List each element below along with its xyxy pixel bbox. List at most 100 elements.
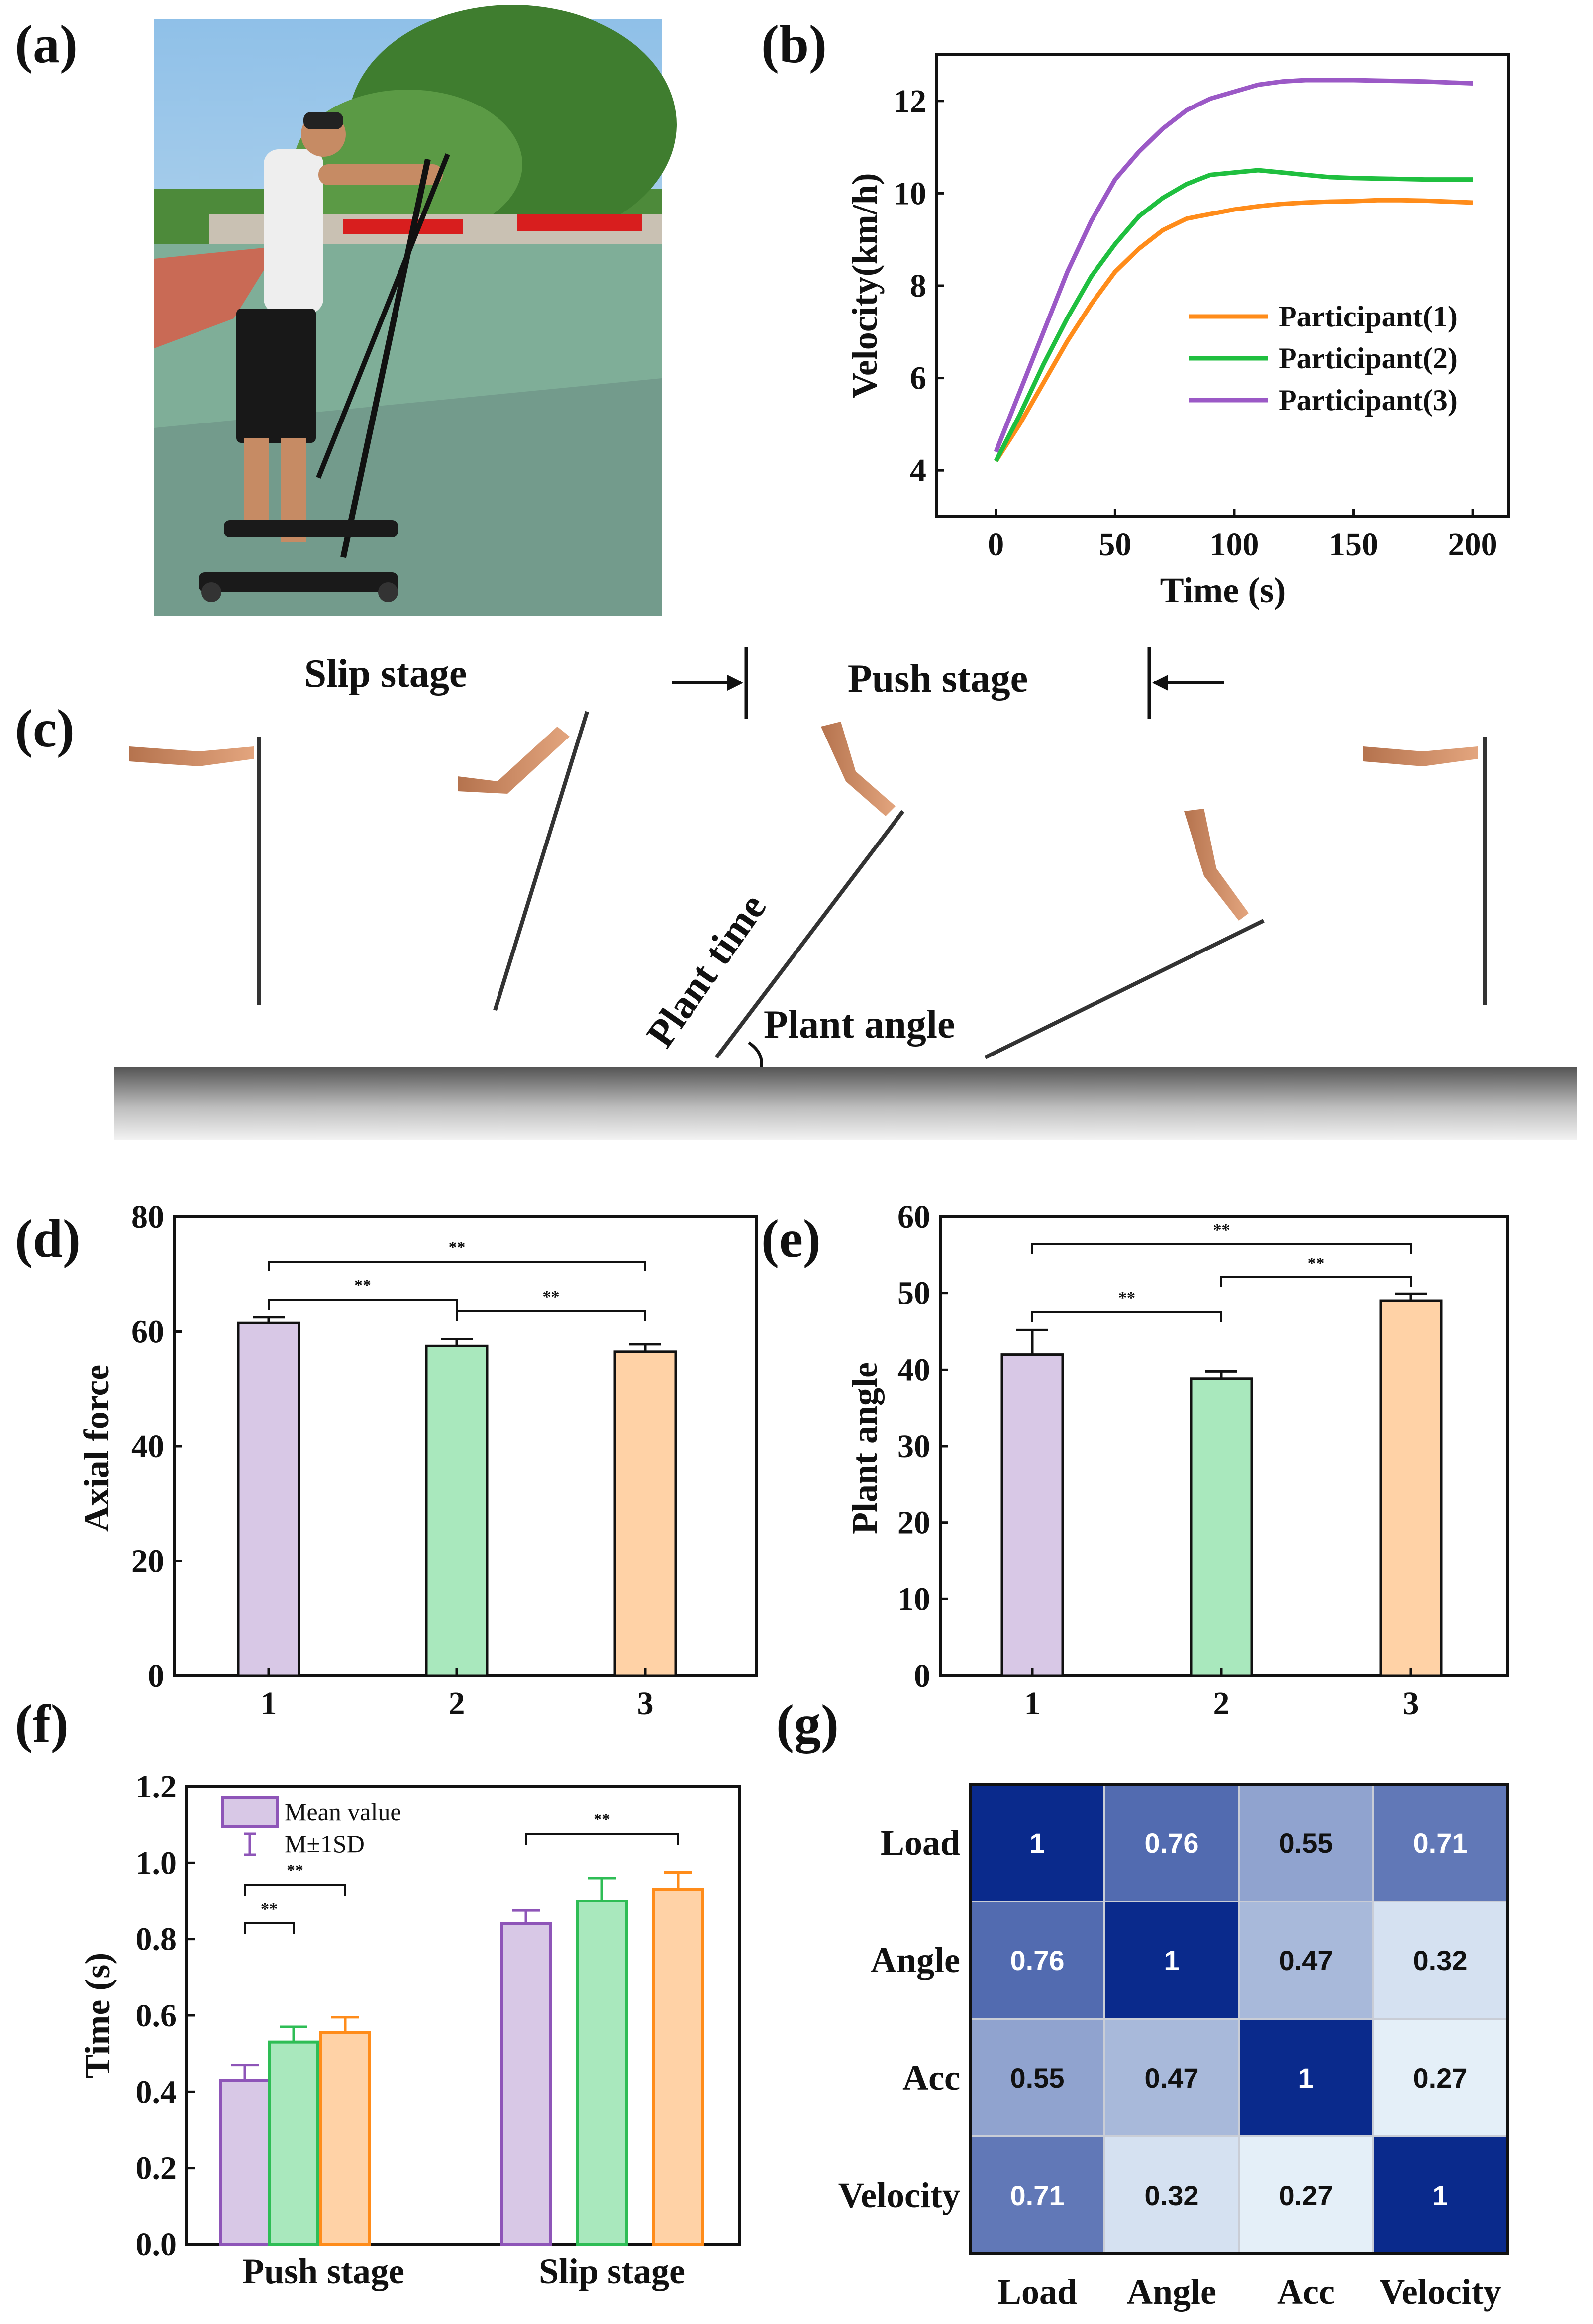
b-legend-label-1: Participant(1) (1279, 300, 1458, 333)
g-cell-value: 1 (1164, 1945, 1179, 1976)
e-ytick-label: 10 (897, 1581, 930, 1617)
f-sig-label: ** (261, 1900, 278, 1918)
g-col-label: Acc (1277, 2272, 1335, 2312)
g-cell-value: 1 (1029, 1827, 1045, 1859)
stage-boundary-right (1147, 647, 1224, 719)
b-series-line-3 (994, 78, 1473, 453)
e-bar-2 (1190, 1377, 1253, 1677)
f-ytick-label: 0.4 (136, 2074, 177, 2110)
g-col-label: Load (997, 2272, 1077, 2312)
e-ytick-label: 40 (897, 1352, 930, 1388)
pole-pose-2 (458, 711, 589, 1011)
panel-c-diagram: Slip stage Push stage (114, 647, 1577, 1140)
g-cell-value: 1 (1298, 2062, 1313, 2094)
g-cell-value: 0.47 (1145, 2062, 1199, 2094)
g-col-label: Velocity (1379, 2272, 1501, 2312)
d-xtick-label: 3 (637, 1686, 654, 1722)
g-row-label: Load (881, 1823, 960, 1863)
b-legend-label-3: Participant(3) (1279, 384, 1458, 417)
panel-label-b: (b) (761, 15, 827, 74)
f-bar (268, 2040, 319, 2246)
g-cell (1103, 1783, 1240, 1902)
b-xtick-label: 100 (1209, 527, 1259, 563)
panel-d-bar-chart: 0 20 40 60 80 1 2 3 ** ** ** Axial force (77, 1199, 758, 1722)
pole-pose-3 (714, 722, 905, 1059)
g-cell-value: 0.47 (1279, 1945, 1333, 1976)
panel-label-f: (f) (15, 1694, 69, 1754)
ground-bar (114, 1067, 1577, 1140)
g-col-label: Angle (1127, 2272, 1216, 2312)
plant-angle-label: Plant angle (764, 1003, 955, 1047)
panel-g-heatmap: 1 0.76 0.55 0.71 0.76 1 0.47 0.32 0.55 0.47 1 0.27 0… (838, 1783, 1509, 2312)
b-xtick-label: 200 (1448, 527, 1497, 563)
f-bar (319, 2031, 371, 2246)
f-bar (219, 2079, 271, 2246)
panel-label-c: (c) (15, 699, 75, 758)
b-xtick-label: 0 (988, 527, 1004, 563)
d-y-axis-label: Axial force (77, 1365, 116, 1532)
b-ytick-label: 10 (894, 175, 926, 211)
e-sig-bracket (1031, 1311, 1222, 1322)
e-sig-label: ** (1118, 1289, 1135, 1307)
b-series-line-2 (994, 168, 1473, 462)
d-xtick-label: 2 (449, 1686, 465, 1722)
b-legend: Participant(1) Participant(2) Participan… (1189, 300, 1458, 417)
f-ytick-label: 0.8 (136, 1921, 177, 1958)
g-cell-value: 0.55 (1279, 1827, 1333, 1859)
b-ytick-label: 6 (910, 360, 926, 397)
slip-stage-label: Slip stage (304, 652, 467, 696)
f-legend-sd-icon (244, 1832, 256, 1856)
g-cell-value: 0.76 (1145, 1827, 1199, 1859)
f-legend-sd-label: M±1SD (285, 1830, 365, 1858)
d-sig-bracket (456, 1310, 646, 1321)
f-sig-bracket (244, 1884, 346, 1896)
d-ytick-label: 40 (131, 1428, 164, 1465)
e-bar-3 (1379, 1299, 1443, 1677)
e-sig-label: ** (1308, 1254, 1325, 1272)
d-ytick-label: 0 (148, 1658, 164, 1694)
g-cell-value: 0.27 (1279, 2180, 1333, 2211)
panel-f-bar-chart: 0.0 0.2 0.4 0.6 0.8 1.0 1.2 Push stage Slip sta… (78, 1769, 741, 2291)
g-cell-value: 0.27 (1413, 2062, 1468, 2094)
f-legend-mean-label: Mean value (285, 1798, 401, 1826)
f-sig-bracket (244, 1922, 295, 1934)
panel-label-d: (d) (15, 1209, 81, 1268)
d-bar-2 (425, 1344, 489, 1677)
g-cell-value: 1 (1432, 2180, 1448, 2211)
g-cell (969, 2135, 1105, 2255)
f-sig-label: ** (594, 1810, 610, 1829)
g-cell (1103, 2018, 1240, 2137)
d-sig-label: ** (543, 1288, 560, 1306)
push-stage-label: Push stage (848, 657, 1028, 701)
b-series-line-1 (994, 198, 1473, 463)
g-cell-value: 0.32 (1145, 2180, 1199, 2211)
f-ytick-label: 0.2 (136, 2150, 177, 2187)
d-ytick-label: 60 (131, 1314, 164, 1350)
g-cell (1372, 2135, 1508, 2255)
f-bar (652, 1888, 704, 2246)
g-cell-value: 0.71 (1010, 2180, 1065, 2211)
g-cell (1103, 1901, 1240, 2020)
b-xtick-label: 150 (1329, 527, 1378, 563)
g-row-label: Angle (871, 1940, 960, 1980)
b-xtick-label: 50 (1098, 527, 1131, 563)
e-y-axis-label: Plant angle (845, 1362, 885, 1534)
g-cell (1238, 2018, 1374, 2137)
e-ytick-label: 20 (897, 1505, 930, 1541)
f-bar (500, 1922, 552, 2246)
d-ytick-label: 20 (131, 1543, 164, 1580)
g-cell-value: 0.71 (1413, 1827, 1468, 1859)
e-ytick-label: 30 (897, 1428, 930, 1465)
g-cell (1372, 1901, 1508, 2020)
b-ytick-label: 12 (894, 83, 926, 119)
b-ytick-label: 8 (910, 268, 926, 304)
f-bar (576, 1900, 628, 2246)
d-sig-bracket (268, 1261, 646, 1271)
d-sig-label: ** (354, 1276, 371, 1295)
f-ytick-label: 1.2 (136, 1769, 177, 1805)
panel-label-a: (a) (15, 15, 78, 74)
pole-pose-5 (1363, 737, 1487, 1005)
b-legend-label-2: Participant(2) (1279, 342, 1458, 375)
f-ytick-label: 1.0 (136, 1845, 177, 1881)
pole-pose-4 (984, 809, 1265, 1059)
